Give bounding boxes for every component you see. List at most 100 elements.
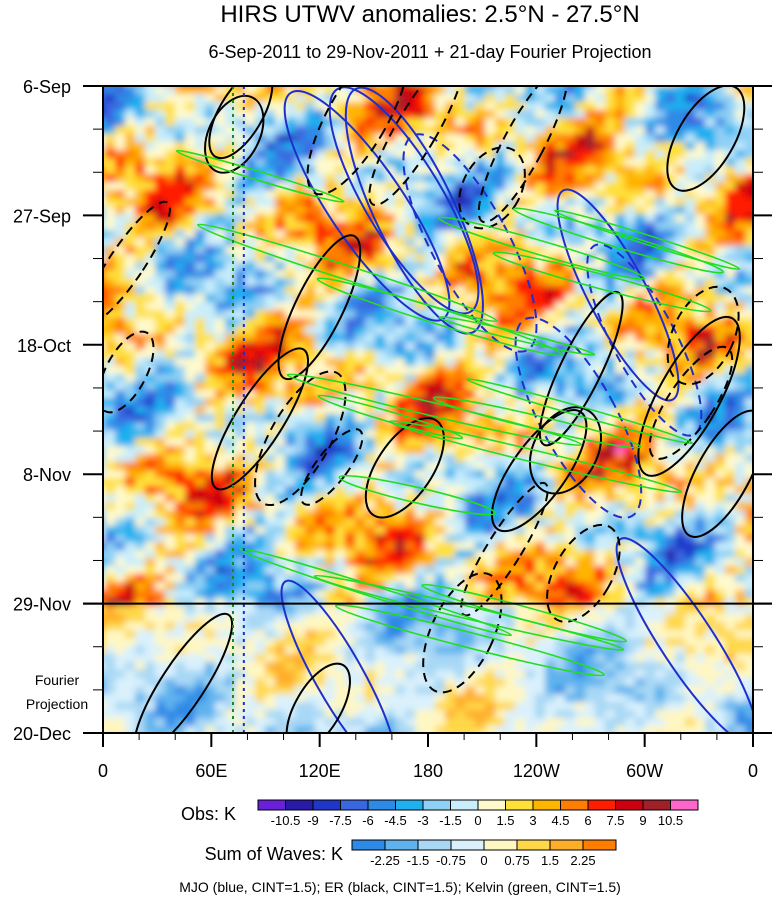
field-cell (575, 286, 586, 295)
field-cell (245, 462, 256, 471)
field-cell (435, 86, 446, 95)
field-cell (125, 590, 136, 599)
field-cell (385, 302, 396, 311)
field-cell (103, 414, 106, 423)
field-cell (105, 566, 116, 575)
field-cell (645, 478, 656, 487)
field-cell (185, 614, 196, 623)
field-cell (655, 318, 666, 327)
field-cell (445, 558, 456, 567)
field-cell (155, 526, 166, 535)
field-cell (305, 574, 316, 583)
field-cell (103, 438, 106, 447)
field-cell (305, 406, 316, 415)
field-cell (195, 638, 206, 647)
field-cell (455, 518, 466, 527)
field-cell (595, 206, 606, 215)
field-cell (665, 398, 676, 407)
field-cell (215, 110, 226, 119)
field-cell (615, 486, 626, 495)
field-cell (155, 334, 166, 343)
field-cell (345, 342, 356, 351)
field-cell (145, 358, 156, 367)
field-cell (185, 86, 196, 95)
field-cell (305, 598, 316, 607)
field-cell (735, 614, 746, 623)
field-cell (255, 662, 266, 671)
field-cell (485, 398, 496, 407)
field-cell (495, 190, 506, 199)
field-cell (735, 470, 746, 479)
field-cell (685, 206, 696, 215)
field-cell (635, 654, 646, 663)
field-cell (475, 230, 486, 239)
field-cell (745, 174, 753, 183)
field-cell (565, 382, 576, 391)
field-cell (705, 662, 716, 671)
field-cell (655, 102, 666, 111)
field-cell (535, 446, 546, 455)
field-cell (215, 582, 226, 591)
field-cell (145, 118, 156, 127)
field-cell (103, 214, 106, 223)
field-cell (215, 94, 226, 103)
field-cell (335, 222, 346, 231)
field-cell (425, 286, 436, 295)
field-cell (715, 326, 726, 335)
field-cell (735, 518, 746, 527)
field-cell (105, 254, 116, 263)
field-cell (745, 238, 753, 247)
field-cell (195, 142, 206, 151)
field-cell (103, 622, 106, 631)
field-cell (435, 158, 446, 167)
field-cell (725, 454, 736, 463)
field-cell (585, 94, 596, 103)
field-cell (575, 110, 586, 119)
field-cell (675, 294, 686, 303)
field-cell (655, 630, 666, 639)
field-cell (435, 230, 446, 239)
field-cell (145, 462, 156, 471)
field-cell (205, 598, 216, 607)
field-cell (625, 558, 636, 567)
field-cell (715, 222, 726, 231)
field-cell (645, 566, 656, 575)
field-cell (435, 470, 446, 479)
field-cell (735, 654, 746, 663)
field-cell (435, 310, 446, 319)
field-cell (505, 622, 516, 631)
field-cell (615, 662, 626, 671)
field-cell (595, 454, 606, 463)
field-cell (475, 350, 486, 359)
field-cell (645, 198, 656, 207)
field-cell (675, 406, 686, 415)
field-cell (595, 406, 606, 415)
field-cell (305, 86, 316, 95)
field-cell (185, 470, 196, 479)
field-cell (305, 198, 316, 207)
field-cell (215, 614, 226, 623)
field-cell (585, 102, 596, 111)
field-cell (595, 310, 606, 319)
field-cell (465, 166, 476, 175)
field-cell (185, 118, 196, 127)
field-cell (595, 534, 606, 543)
field-cell (335, 390, 346, 399)
field-cell (725, 326, 736, 335)
field-cell (435, 534, 446, 543)
field-cell (335, 350, 346, 359)
field-cell (105, 190, 116, 199)
field-cell (175, 126, 186, 135)
field-cell (505, 574, 516, 583)
field-cell (335, 86, 346, 95)
field-cell (475, 486, 486, 495)
field-cell (235, 334, 246, 343)
field-cell (375, 190, 386, 199)
field-cell (335, 638, 346, 647)
field-cell (655, 662, 666, 671)
field-cell (235, 534, 246, 543)
field-cell (315, 654, 326, 663)
field-cell (485, 430, 496, 439)
field-cell (315, 102, 326, 111)
field-cell (265, 470, 276, 479)
